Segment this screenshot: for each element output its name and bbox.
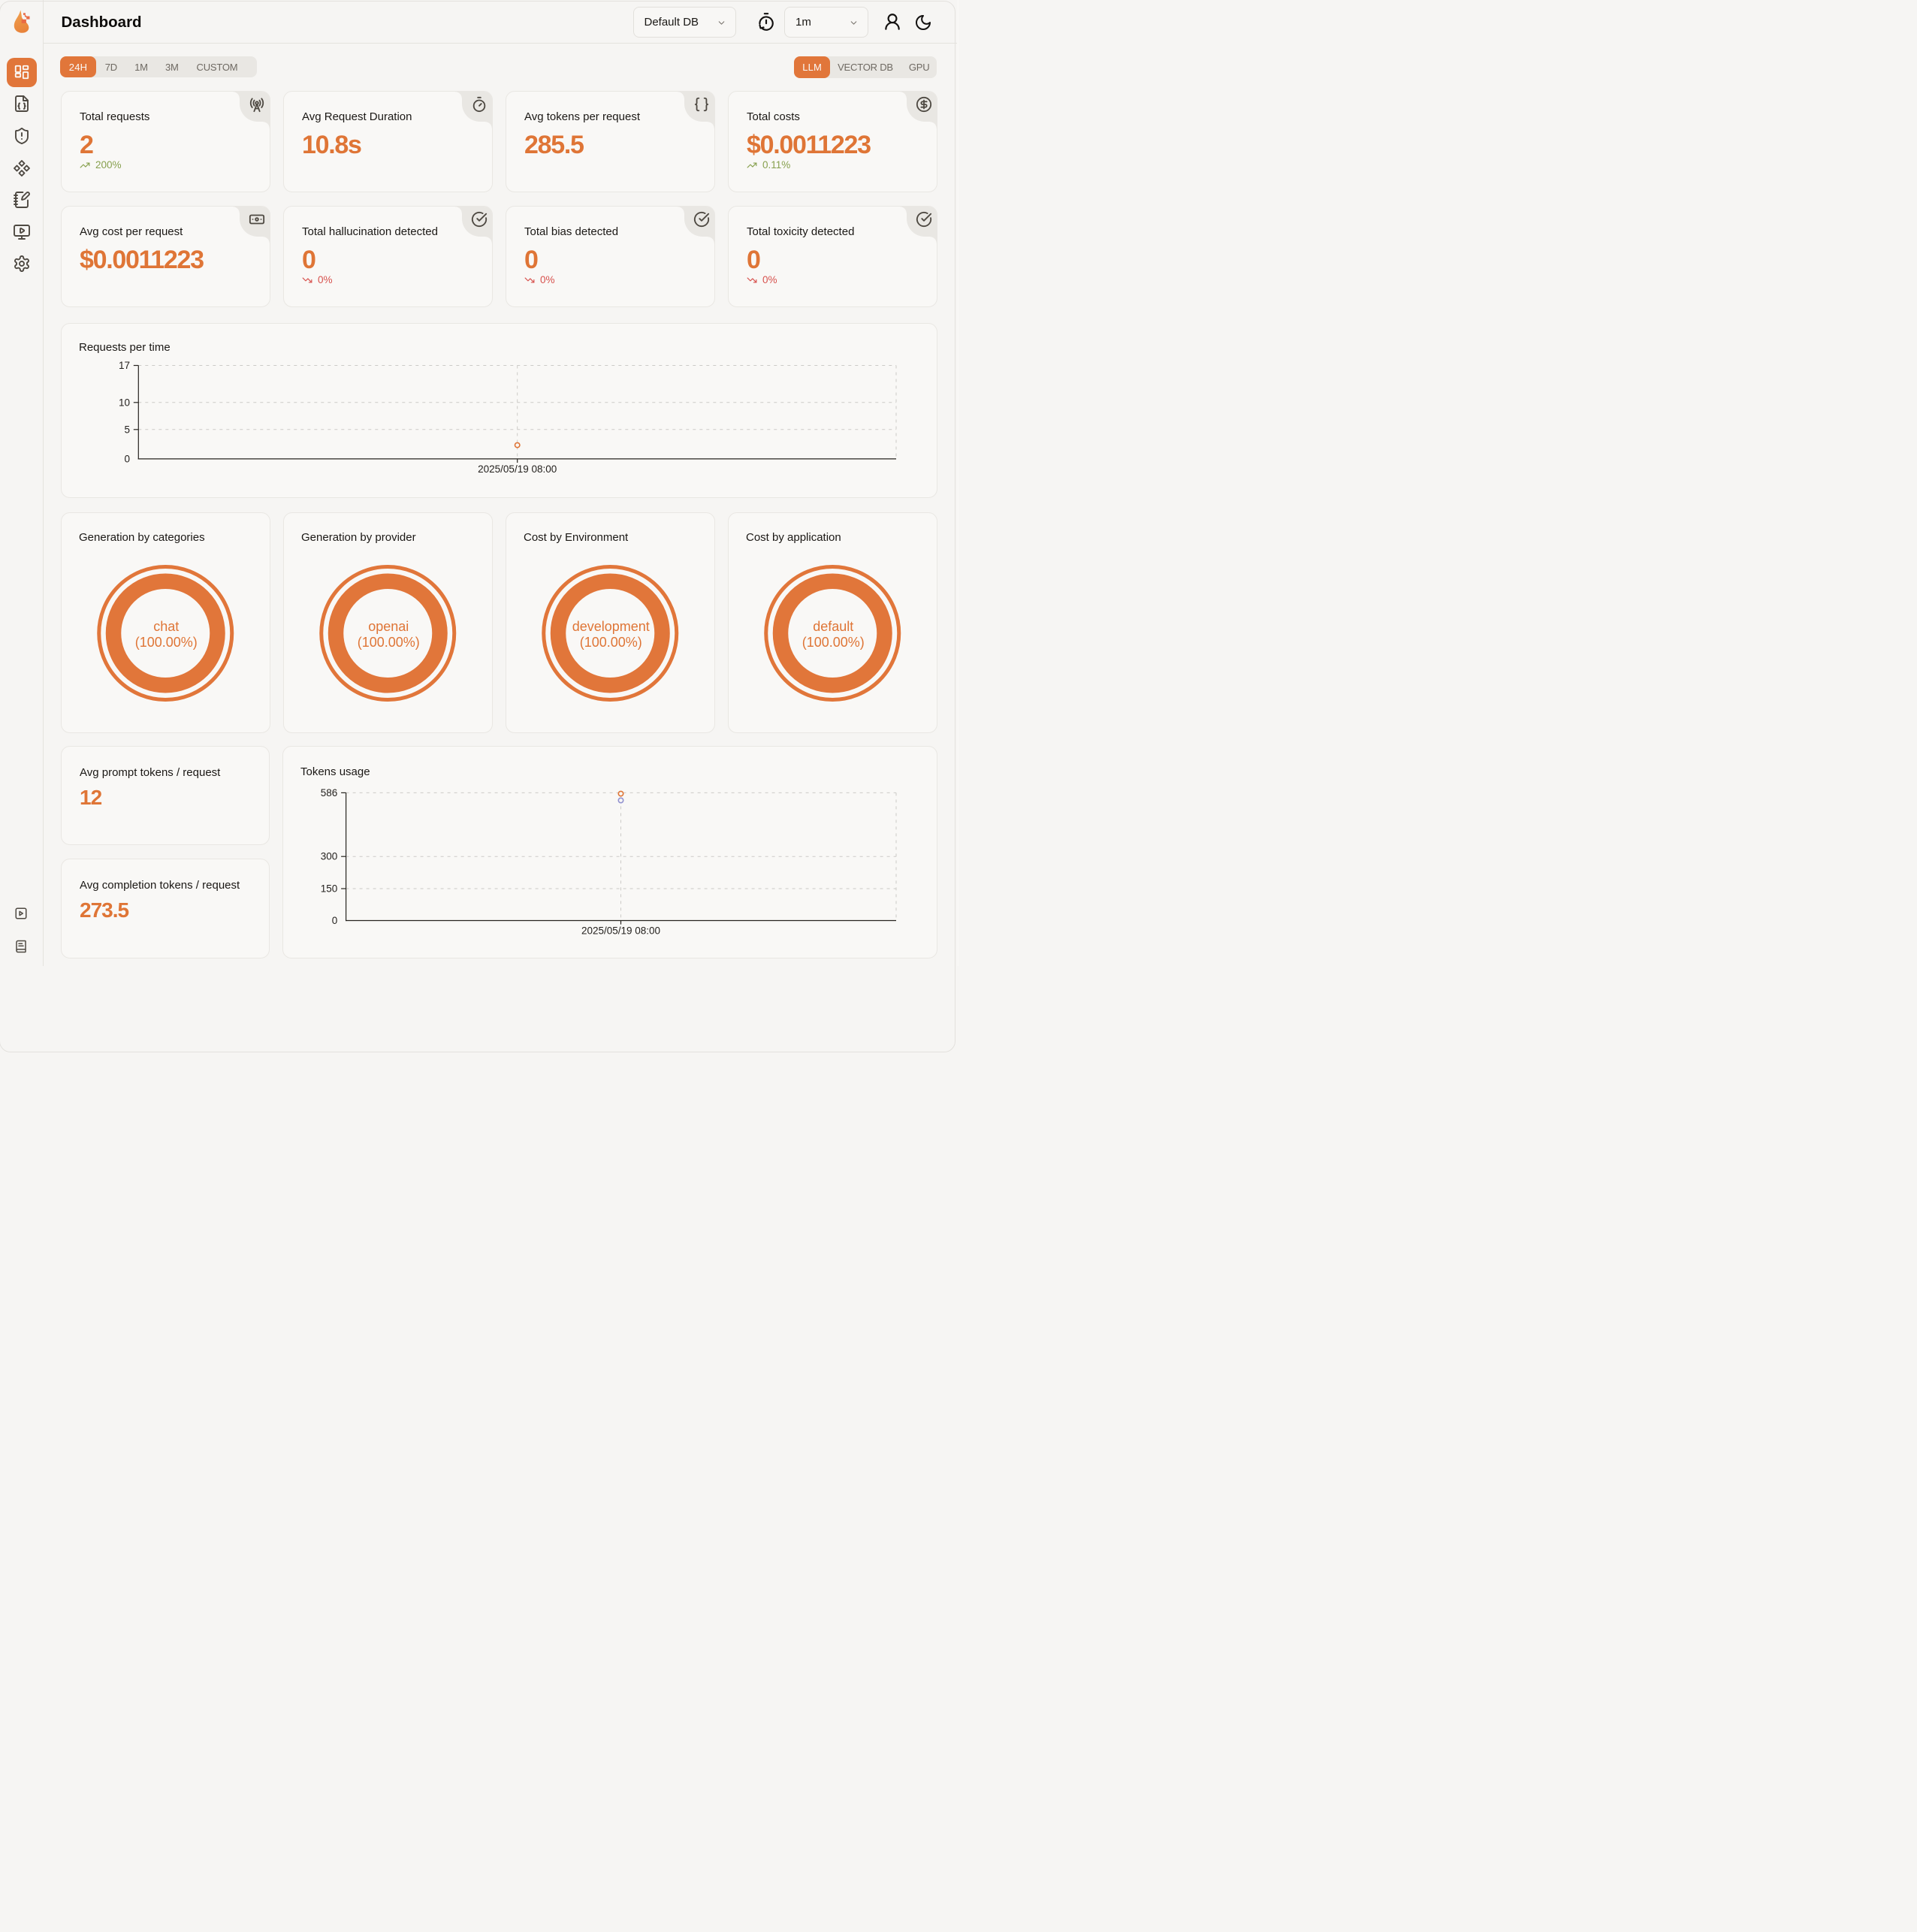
svg-text:5: 5	[124, 424, 130, 435]
svg-text:300: 300	[321, 851, 338, 862]
svg-text:0: 0	[332, 915, 338, 926]
svg-text:586: 586	[321, 787, 338, 798]
svg-text:10: 10	[119, 397, 130, 408]
svg-text:2025/05/19 08:00: 2025/05/19 08:00	[478, 463, 557, 475]
svg-text:150: 150	[321, 883, 338, 895]
svg-text:17: 17	[119, 360, 130, 371]
svg-text:2025/05/19 08:00: 2025/05/19 08:00	[581, 925, 660, 937]
svg-text:0: 0	[124, 453, 130, 464]
